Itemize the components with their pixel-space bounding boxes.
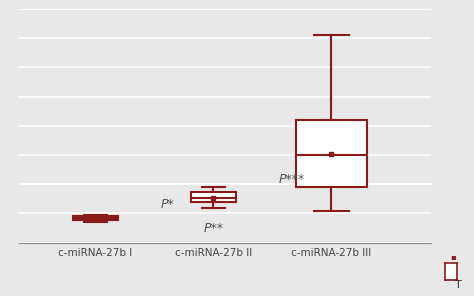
Text: T: T bbox=[456, 280, 462, 290]
PathPatch shape bbox=[191, 192, 236, 202]
Text: ▪: ▪ bbox=[450, 252, 456, 260]
Text: P**: P** bbox=[203, 222, 223, 235]
Text: P*: P* bbox=[160, 198, 174, 211]
PathPatch shape bbox=[296, 120, 366, 187]
PathPatch shape bbox=[73, 216, 118, 220]
Text: P***: P*** bbox=[278, 173, 304, 186]
